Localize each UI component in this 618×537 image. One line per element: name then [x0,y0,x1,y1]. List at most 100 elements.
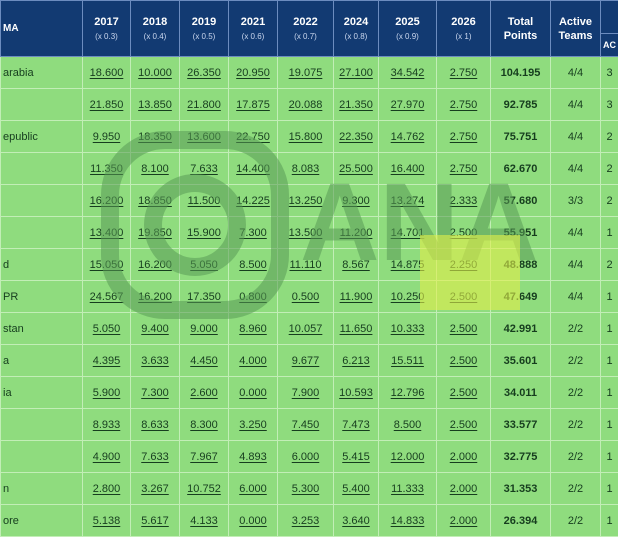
year-value[interactable]: 4.395 [83,345,131,377]
year-value[interactable]: 14.833 [379,505,437,537]
year-value-link[interactable]: 3.267 [141,483,169,495]
year-value-link[interactable]: 12.796 [391,387,425,399]
year-value-link[interactable]: 11.500 [188,195,221,207]
year-value[interactable]: 9.677 [278,345,334,377]
year-value[interactable]: 16.200 [131,249,180,281]
year-value-link[interactable]: 7.473 [342,419,370,431]
year-value-link[interactable]: 0.800 [239,291,267,303]
year-value[interactable]: 5.617 [131,505,180,537]
year-value[interactable]: 3.250 [229,409,278,441]
year-value-link[interactable]: 34.542 [391,67,425,79]
year-value-link[interactable]: 11.900 [340,291,373,303]
year-value-link[interactable]: 10.057 [289,323,323,335]
year-value[interactable]: 5.050 [180,249,229,281]
year-value-link[interactable]: 22.350 [339,131,373,143]
year-value[interactable]: 18.350 [131,121,180,153]
year-value-link[interactable]: 11.333 [391,483,424,495]
year-value-link[interactable]: 14.833 [391,515,425,527]
year-value[interactable]: 3.640 [334,505,379,537]
year-value[interactable]: 2.750 [437,89,491,121]
year-value-link[interactable]: 8.500 [239,259,267,271]
year-value-link[interactable]: 5.415 [342,451,370,463]
year-value-link[interactable]: 10.000 [138,67,172,79]
year-value[interactable]: 4.450 [180,345,229,377]
year-value-link[interactable]: 16.200 [138,291,172,303]
year-value[interactable]: 19.075 [278,57,334,89]
year-value-link[interactable]: 9.950 [93,131,121,143]
year-value[interactable]: 20.088 [278,89,334,121]
year-value[interactable]: 7.967 [180,441,229,473]
year-value-link[interactable]: 16.400 [391,163,425,175]
year-value[interactable]: 2.333 [437,185,491,217]
year-value[interactable]: 0.800 [229,281,278,313]
year-value[interactable]: 3.253 [278,505,334,537]
year-value-link[interactable]: 11.200 [340,227,373,239]
year-value-link[interactable]: 21.350 [339,99,373,111]
year-value[interactable]: 13.274 [379,185,437,217]
year-value-link[interactable]: 11.650 [340,323,373,335]
year-value-link[interactable]: 10.593 [339,387,373,399]
year-value[interactable]: 7.900 [278,377,334,409]
year-value[interactable]: 6.000 [278,441,334,473]
year-value-link[interactable]: 18.850 [138,195,172,207]
year-value[interactable]: 7.473 [334,409,379,441]
year-value-link[interactable]: 20.088 [289,99,323,111]
year-value[interactable]: 2.750 [437,121,491,153]
year-value-link[interactable]: 10.333 [391,323,425,335]
year-value-link[interactable]: 13.274 [391,195,425,207]
year-value[interactable]: 21.850 [83,89,131,121]
year-value-link[interactable]: 2.750 [450,99,478,111]
year-value[interactable]: 14.875 [379,249,437,281]
year-value-link[interactable]: 19.850 [138,227,172,239]
year-value-link[interactable]: 2.333 [450,195,478,207]
year-value[interactable]: 2.750 [437,153,491,185]
year-value-link[interactable]: 10.250 [391,291,425,303]
year-value[interactable]: 8.500 [229,249,278,281]
year-value-link[interactable]: 5.138 [93,515,121,527]
year-value-link[interactable]: 24.567 [90,291,124,303]
year-value[interactable]: 14.225 [229,185,278,217]
year-value-link[interactable]: 0.000 [239,387,267,399]
year-value[interactable]: 10.000 [131,57,180,89]
year-value-link[interactable]: 16.200 [138,259,172,271]
year-value-link[interactable]: 2.000 [450,515,478,527]
year-value[interactable]: 8.567 [334,249,379,281]
year-value[interactable]: 9.300 [334,185,379,217]
year-value[interactable]: 11.200 [334,217,379,249]
year-value-link[interactable]: 2.500 [450,355,478,367]
year-value-link[interactable]: 15.050 [90,259,124,271]
year-value-link[interactable]: 14.762 [391,131,425,143]
year-value[interactable]: 21.800 [180,89,229,121]
year-value-link[interactable]: 6.213 [342,355,370,367]
year-value-link[interactable]: 5.617 [141,515,169,527]
year-value-link[interactable]: 17.875 [236,99,270,111]
year-value[interactable]: 7.633 [180,153,229,185]
year-value[interactable]: 10.250 [379,281,437,313]
year-value[interactable]: 2.000 [437,505,491,537]
year-value[interactable]: 8.933 [83,409,131,441]
year-value[interactable]: 2.500 [437,345,491,377]
year-value-link[interactable]: 4.000 [239,355,267,367]
year-value[interactable]: 11.900 [334,281,379,313]
year-value-link[interactable]: 2.600 [190,387,218,399]
year-value[interactable]: 2.250 [437,249,491,281]
year-value-link[interactable]: 4.395 [93,355,121,367]
year-value[interactable]: 9.000 [180,313,229,345]
year-value[interactable]: 8.100 [131,153,180,185]
year-value[interactable]: 0.000 [229,505,278,537]
year-value[interactable]: 20.950 [229,57,278,89]
year-value-link[interactable]: 13.500 [289,227,323,239]
year-value[interactable]: 2.000 [437,441,491,473]
year-value[interactable]: 0.500 [278,281,334,313]
year-value-link[interactable]: 7.633 [190,163,218,175]
year-value[interactable]: 14.762 [379,121,437,153]
year-value[interactable]: 4.133 [180,505,229,537]
year-value-link[interactable]: 3.250 [239,419,267,431]
year-value[interactable]: 15.511 [379,345,437,377]
year-value-link[interactable]: 8.500 [394,419,422,431]
year-value[interactable]: 8.633 [131,409,180,441]
year-value-link[interactable]: 16.200 [90,195,124,207]
year-value-link[interactable]: 7.300 [141,387,169,399]
year-value-link[interactable]: 7.450 [292,419,320,431]
year-value-link[interactable]: 7.967 [190,451,218,463]
